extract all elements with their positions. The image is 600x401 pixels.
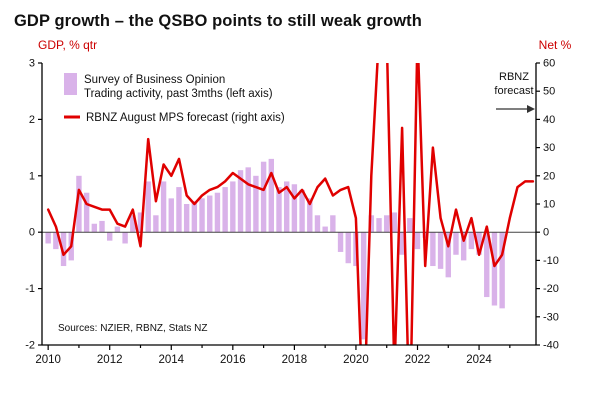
- svg-text:-40: -40: [543, 340, 559, 352]
- svg-text:-10: -10: [543, 255, 559, 267]
- page-title: GDP growth – the QSBO points to still we…: [14, 12, 422, 30]
- svg-text:0: 0: [29, 227, 35, 239]
- svg-text:2018: 2018: [282, 354, 308, 366]
- svg-text:30: 30: [543, 142, 555, 154]
- svg-text:0: 0: [543, 227, 549, 239]
- svg-text:2: 2: [29, 114, 35, 126]
- right-axis: 60 50 40 30 20 10 0 -10 -20 -30 -40 Net %: [536, 38, 572, 352]
- svg-text:40: 40: [543, 114, 555, 126]
- svg-text:-2: -2: [25, 340, 35, 352]
- svg-text:RBNZ: RBNZ: [499, 71, 529, 83]
- right-arrow-icon: [527, 105, 535, 113]
- svg-text:GDP, % qtr: GDP, % qtr: [38, 38, 97, 52]
- svg-text:RBNZ August MPS forecast (righ: RBNZ August MPS forecast (right axis): [86, 112, 285, 124]
- svg-text:-20: -20: [543, 283, 559, 295]
- svg-text:forecast: forecast: [494, 85, 533, 97]
- legend: Survey of Business Opinion Trading activi…: [64, 73, 285, 124]
- left-axis: 3 2 1 0 -1 -2 GDP, % qtr: [25, 38, 97, 352]
- svg-text:20: 20: [543, 170, 555, 182]
- svg-text:2016: 2016: [220, 354, 246, 366]
- svg-text:3: 3: [29, 58, 35, 70]
- forecast-line-series: [46, 63, 535, 345]
- svg-text:Net %: Net %: [539, 38, 572, 52]
- svg-text:2010: 2010: [35, 354, 61, 366]
- rbnz-forecast-annotation: RBNZ forecast: [494, 71, 535, 113]
- svg-text:2022: 2022: [405, 354, 431, 366]
- svg-text:60: 60: [543, 58, 555, 70]
- sources-note: Sources: NZIER, RBNZ, Stats NZ: [58, 323, 207, 334]
- svg-text:2012: 2012: [97, 354, 123, 366]
- svg-text:10: 10: [543, 199, 555, 211]
- svg-text:-1: -1: [25, 283, 35, 295]
- x-axis: 2010 2012 2014 2016 2018 2020 2022 2024: [35, 345, 511, 366]
- svg-text:2024: 2024: [466, 354, 492, 366]
- svg-text:2020: 2020: [343, 354, 369, 366]
- svg-text:2014: 2014: [158, 354, 184, 366]
- svg-text:50: 50: [543, 86, 555, 98]
- svg-text:Trading activity, past 3mths (: Trading activity, past 3mths (left axis): [84, 88, 273, 100]
- svg-text:1: 1: [29, 170, 35, 182]
- svg-text:Survey of Business Opinion: Survey of Business Opinion: [84, 74, 225, 86]
- svg-text:-30: -30: [543, 311, 559, 323]
